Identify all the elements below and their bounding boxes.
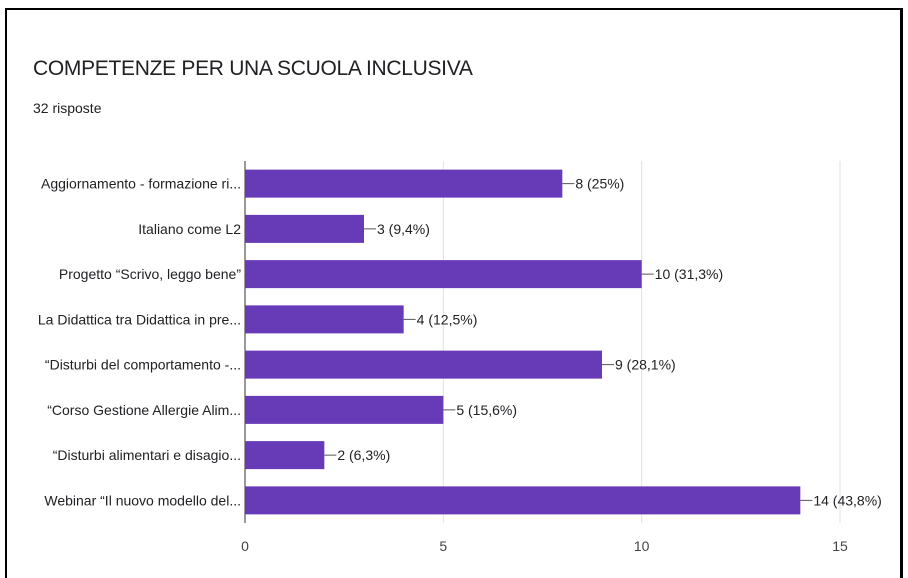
- category-label: Webinar “Il nuovo modello del...: [44, 492, 241, 508]
- chart-subtitle: 32 risposte: [33, 100, 102, 116]
- category-label: “Corso Gestione Allergie Alim...: [47, 402, 241, 418]
- x-tick-label: 0: [241, 538, 249, 554]
- category-label: Aggiornamento - formazione ri...: [41, 176, 241, 192]
- bar: [245, 441, 325, 470]
- chart-title: COMPETENZE PER UNA SCUOLA INCLUSIVA: [33, 57, 473, 80]
- data-label: 10 (31,3%): [655, 266, 723, 282]
- bar: [245, 214, 364, 243]
- category-label: Progetto “Scrivo, leggo bene”: [59, 266, 241, 282]
- bar: [245, 305, 404, 334]
- category-label: Italiano come L2: [138, 221, 241, 237]
- category-label: “Disturbi alimentari e disagio...: [53, 447, 241, 463]
- data-label: 4 (12,5%): [417, 311, 478, 327]
- data-label: 3 (9,4%): [377, 221, 430, 237]
- data-label: 9 (28,1%): [615, 357, 676, 373]
- bar: [245, 169, 563, 198]
- category-label: “Disturbi del comportamento -...: [45, 357, 241, 373]
- bar: [245, 350, 602, 379]
- x-tick-label: 10: [634, 538, 650, 554]
- bar: [245, 486, 801, 515]
- bar: [245, 395, 444, 424]
- category-label: La Didattica tra Didattica in pre...: [38, 311, 241, 327]
- data-label: 8 (25%): [575, 176, 624, 192]
- data-label: 5 (15,6%): [456, 402, 517, 418]
- bar: [245, 260, 642, 289]
- x-tick-label: 15: [832, 538, 848, 554]
- data-label: 2 (6,3%): [337, 447, 390, 463]
- x-tick-label: 5: [439, 538, 447, 554]
- data-label: 14 (43,8%): [813, 492, 881, 508]
- chart-frame: [5, 8, 903, 578]
